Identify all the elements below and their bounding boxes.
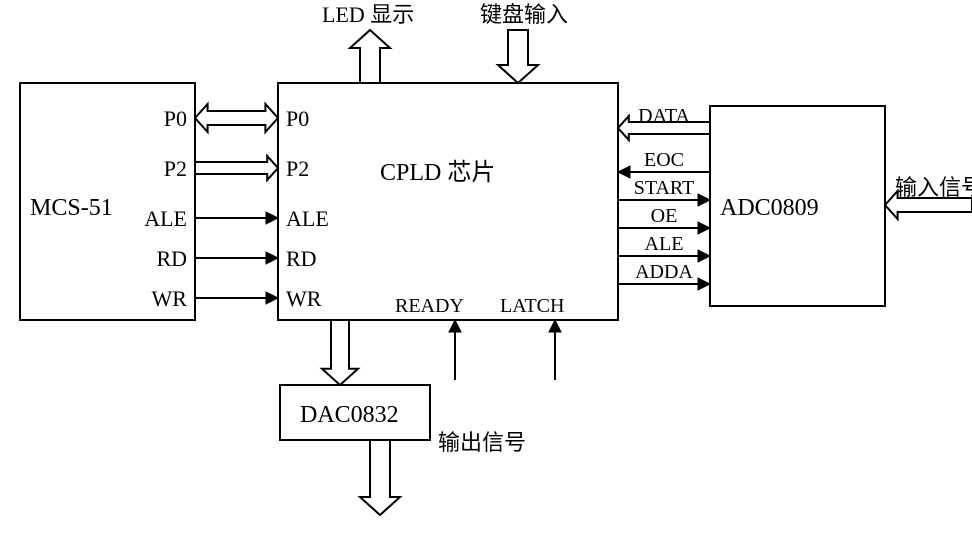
mcs-label-p2: P2	[164, 156, 187, 181]
cpld-label-ale: ALE	[286, 206, 329, 231]
adc-label-ale: ALE	[645, 233, 684, 255]
cpld-label-p2: P2	[286, 156, 309, 181]
block-cpld-label: CPLD 芯片	[380, 159, 495, 186]
label-latch: LATCH	[500, 295, 564, 317]
block-dac-label: DAC0832	[300, 402, 399, 428]
label-input-signal: 输入信号	[895, 175, 972, 200]
adc-label-start: START	[634, 177, 695, 199]
block-adc-label: ADC0809	[720, 195, 819, 221]
mcs-label-ale: ALE	[144, 206, 187, 231]
mcs-label-wr: WR	[152, 286, 188, 311]
label-output-signal: 输出信号	[438, 430, 526, 455]
block-mcs51-label: MCS-51	[30, 195, 113, 221]
cpld-label-rd: RD	[286, 246, 317, 271]
block-cpld	[278, 83, 618, 320]
cpld-label-p0: P0	[286, 106, 309, 131]
cpld-label-wr: WR	[286, 286, 322, 311]
label-keyboard: 键盘输入	[480, 2, 568, 27]
adc-label-adda: ADDA	[635, 261, 693, 283]
label-led: LED 显示	[322, 2, 414, 27]
mcs-label-rd: RD	[156, 246, 187, 271]
adc-label-oe: OE	[651, 205, 678, 227]
label-ready: READY	[395, 295, 464, 317]
mcs-label-p0: P0	[164, 106, 187, 131]
adc-label-eoc: EOC	[644, 149, 684, 171]
